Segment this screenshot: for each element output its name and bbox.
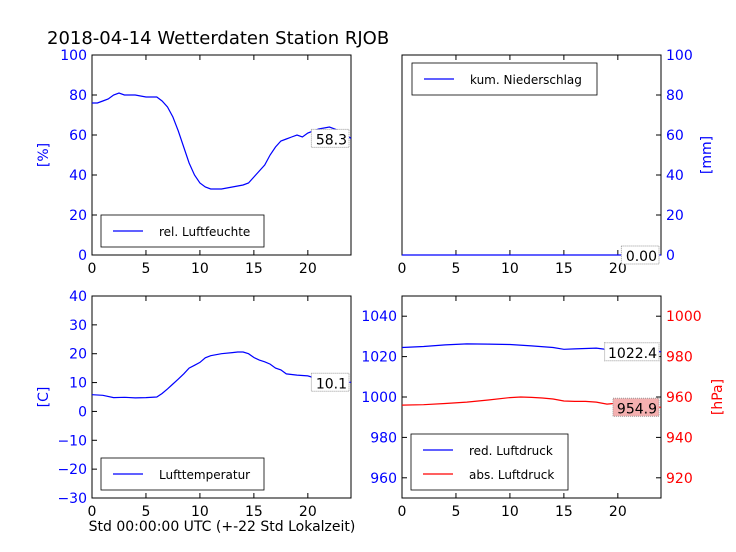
y-axis-label: [C] xyxy=(36,387,52,408)
y-tick-label: 0 xyxy=(78,248,87,264)
y-tick-label: 30 xyxy=(69,318,87,334)
plot-frame xyxy=(91,54,352,256)
legend-label: red. Luftdruck xyxy=(469,444,553,458)
y-tick-label: 60 xyxy=(69,128,87,144)
series-line xyxy=(401,396,662,408)
legend-label: rel. Luftfeuchte xyxy=(159,225,250,239)
y-axis-label: [%] xyxy=(36,143,52,167)
y-tick-label: 0 xyxy=(78,404,87,420)
x-tick-label: 15 xyxy=(245,504,263,520)
value-annotation: 0.00 xyxy=(626,249,657,265)
x-tick-label: 20 xyxy=(299,504,317,520)
x-tick-label: 5 xyxy=(451,504,460,520)
x-tick-label: 20 xyxy=(609,261,627,277)
y-tick-label: 980 xyxy=(370,430,397,446)
y-axis-label: [mm] xyxy=(699,136,715,174)
y-tick-label: 40 xyxy=(666,168,684,184)
legend: Lufttemperatur xyxy=(100,457,265,491)
value-annotation: 954.9 xyxy=(617,401,657,417)
value-annotation: 10.1 xyxy=(316,376,347,392)
x-tick-label: 10 xyxy=(191,504,209,520)
y-tick-label: 980 xyxy=(666,350,693,366)
chart-bottom-left: 0 5 10 15 20 −30 −20 −10 0 10 20 30 40 [C] 10.1 Lufttem… xyxy=(36,289,352,520)
y-tick-label: 920 xyxy=(666,471,693,487)
x-tick-label: 15 xyxy=(555,504,573,520)
y-tick-label: 960 xyxy=(666,390,693,406)
x-tick-label: 0 xyxy=(88,504,97,520)
y-tick-label: 100 xyxy=(666,48,693,64)
value-annotation: 1022.4 xyxy=(608,346,657,362)
y-tick-label: 100 xyxy=(60,48,87,64)
y-tick-label: −20 xyxy=(57,462,87,478)
y-tick-label: 0 xyxy=(666,248,675,264)
legend: kum. Niederschlag xyxy=(411,62,598,96)
x-tick-label: 0 xyxy=(88,261,97,277)
y-tick-label: 80 xyxy=(666,88,684,104)
x-tick-label: 5 xyxy=(451,261,460,277)
x-tick-label: 0 xyxy=(398,261,407,277)
x-tick-label: 10 xyxy=(501,504,519,520)
x-tick-label: 10 xyxy=(191,261,209,277)
y-axis-label-right: [hPa] xyxy=(710,379,726,415)
y-tick-label: −30 xyxy=(57,491,87,507)
y-tick-label: 1040 xyxy=(361,309,397,325)
chart-bottom-right: 0 5 10 15 20 960 980 1000 1020 1040 920 940 960 980 10… xyxy=(361,295,726,520)
value-annotation-box xyxy=(310,372,350,392)
y-tick-label: 40 xyxy=(69,289,87,305)
y-tick-label: 1000 xyxy=(361,390,397,406)
plot-frame xyxy=(91,295,352,499)
x-tick-label: 0 xyxy=(398,504,407,520)
y-tick-label: 10 xyxy=(69,376,87,392)
value-annotation-box xyxy=(310,128,350,148)
x-tick-label: 5 xyxy=(141,261,150,277)
legend: rel. Luftfeuchte xyxy=(100,214,265,248)
chart-top-right: 0 5 10 15 20 0 20 40 60 80 100 [mm] 0.00 kum. Nieders… xyxy=(398,48,715,277)
value-annotation-box xyxy=(620,245,660,265)
y-tick-label: 40 xyxy=(69,168,87,184)
y-tick-label: −10 xyxy=(57,433,87,449)
x-tick-label: 5 xyxy=(141,504,150,520)
y-tick-label: 80 xyxy=(69,88,87,104)
y-tick-label: 1020 xyxy=(361,350,397,366)
y-tick-label: 960 xyxy=(370,471,397,487)
chart-top-left: 0 5 10 15 20 0 20 40 60 80 100 [%] 58.3 rel. Luftfeuc… xyxy=(36,48,352,277)
x-tick-label: 20 xyxy=(609,504,627,520)
legend-frame xyxy=(410,433,569,491)
y-tick-label: 940 xyxy=(666,430,693,446)
legend-label: kum. Niederschlag xyxy=(470,73,582,87)
chart-title: 2018-04-14 Wetterdaten Station RJOB xyxy=(47,28,389,49)
x-axis-label: Std 00:00:00 UTC (+-22 Std Lokalzeit) xyxy=(89,519,356,535)
x-tick-label: 15 xyxy=(555,261,573,277)
x-tick-label: 10 xyxy=(501,261,519,277)
x-tick-label: 20 xyxy=(299,261,317,277)
legend: red. Luftdruck abs. Luftdruck xyxy=(410,433,569,491)
value-annotation-box xyxy=(604,342,660,362)
legend-label: abs. Luftdruck xyxy=(469,468,554,482)
value-annotation-box xyxy=(612,397,660,417)
x-tick-label: 15 xyxy=(245,261,263,277)
y-tick-label: 20 xyxy=(69,347,87,363)
y-tick-label: 1000 xyxy=(666,309,702,325)
legend-label: Lufttemperatur xyxy=(159,468,250,482)
y-tick-label: 20 xyxy=(666,208,684,224)
value-annotation: 58.3 xyxy=(316,132,347,148)
series-line xyxy=(91,351,352,399)
series-line xyxy=(92,92,352,190)
y-tick-label: 60 xyxy=(666,128,684,144)
y-tick-label: 20 xyxy=(69,208,87,224)
